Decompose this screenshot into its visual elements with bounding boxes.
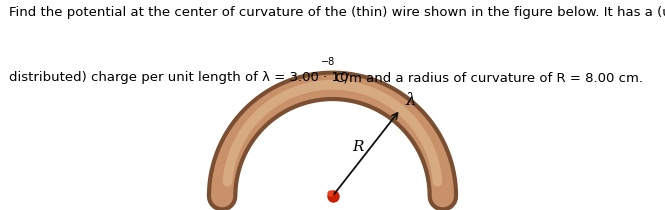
Text: −8: −8	[321, 57, 335, 67]
Point	[325, 191, 335, 195]
Text: λ: λ	[406, 92, 416, 109]
Point	[327, 194, 338, 198]
Text: C/m and a radius of curvature of R = 8.00 cm.: C/m and a radius of curvature of R = 8.0…	[331, 71, 642, 84]
Text: distributed) charge per unit length of λ = 3.00 · 10: distributed) charge per unit length of λ…	[9, 71, 348, 84]
Text: R: R	[352, 140, 364, 154]
Text: Find the potential at the center of curvature of the (thin) wire shown in the fi: Find the potential at the center of curv…	[9, 6, 665, 19]
